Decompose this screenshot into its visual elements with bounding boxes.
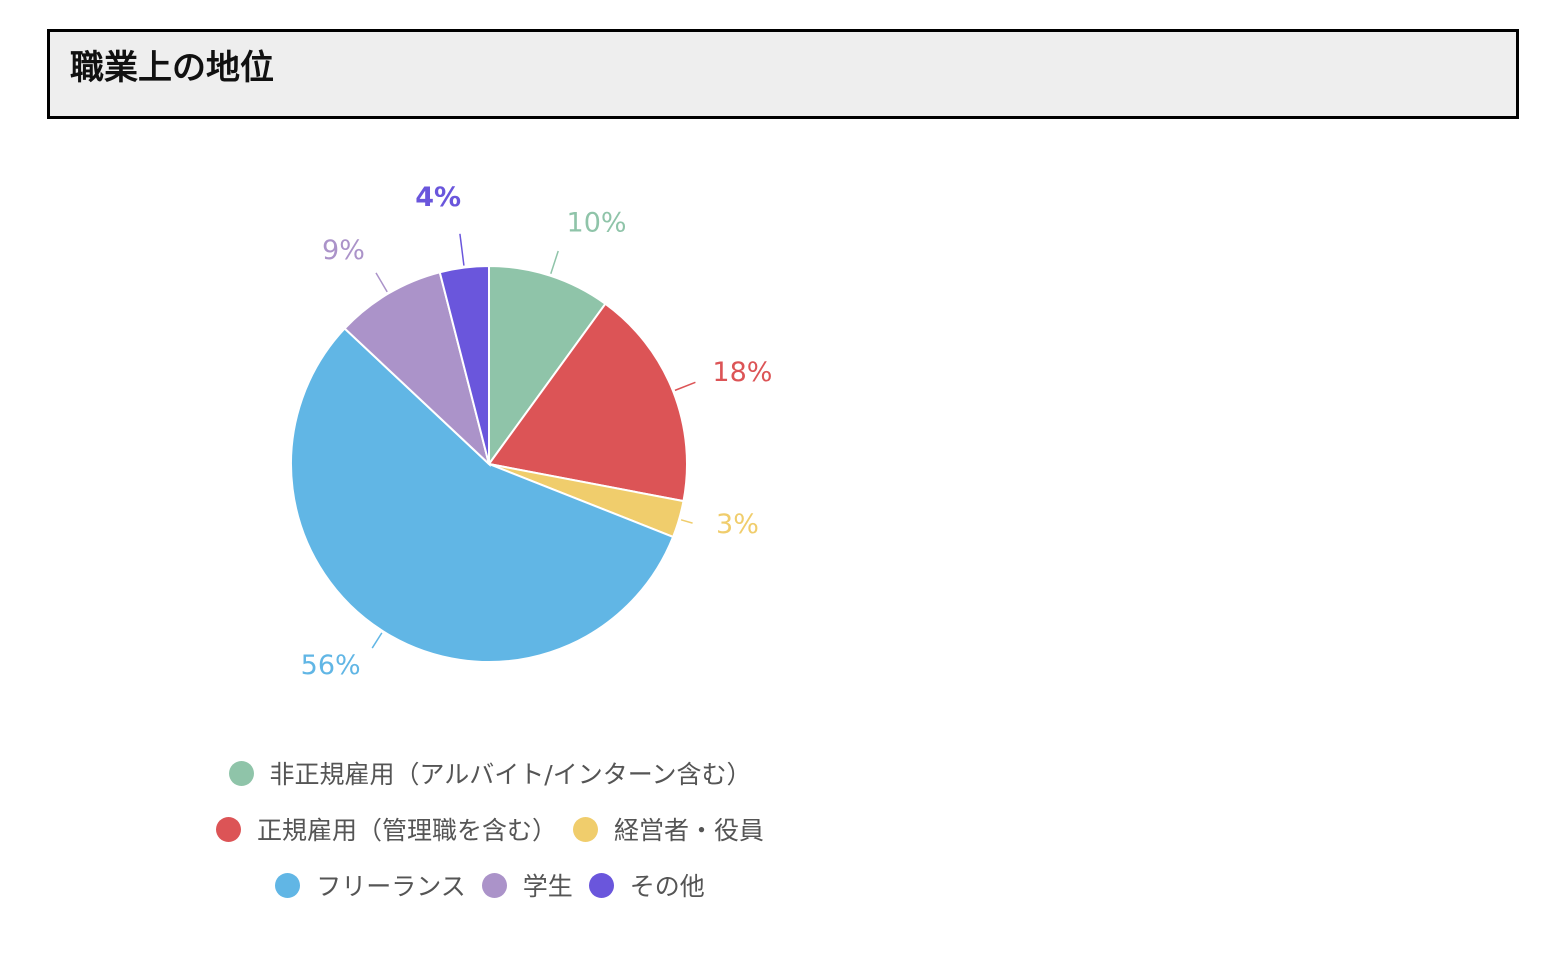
- leader-line: [550, 250, 559, 275]
- legend-dot-icon: [588, 872, 614, 898]
- leader-line: [674, 381, 696, 392]
- legend-item[interactable]: 学生: [481, 867, 573, 903]
- slice-percent-label: 56%: [301, 650, 361, 681]
- legend-label: 非正規雇用（アルバイト/インターン含む）: [269, 760, 752, 789]
- leader-line: [371, 632, 383, 649]
- legend-item[interactable]: その他: [588, 867, 705, 903]
- legend-item[interactable]: 正規雇用（管理職を含む）: [215, 811, 557, 847]
- slice-student[interactable]: [343, 271, 491, 468]
- leader-line: [680, 519, 693, 524]
- leader-line: [459, 233, 465, 266]
- section-title: 職業上の地位: [70, 48, 274, 88]
- slice-freelance[interactable]: [290, 327, 675, 663]
- legend-label: その他: [629, 872, 705, 901]
- legend-dot-icon: [481, 872, 507, 898]
- legend-row: フリーランス 学生 その他: [180, 857, 800, 913]
- legend-label: 経営者・役員: [614, 816, 765, 845]
- slice-percent-label: 18%: [712, 357, 772, 388]
- leader-line: [375, 272, 388, 293]
- section-header: 職業上の地位: [47, 29, 1519, 119]
- legend-item[interactable]: 経営者・役員: [573, 811, 764, 847]
- legend-item[interactable]: フリーランス: [275, 867, 466, 903]
- slice-other[interactable]: [438, 264, 490, 465]
- legend-dot-icon: [215, 816, 241, 842]
- legend-dot-icon: [228, 760, 254, 786]
- legend-label: 正規雇用（管理職を含む）: [256, 816, 557, 845]
- slice-percent-label: 3%: [716, 509, 759, 540]
- legend-row: 非正規雇用（アルバイト/インターン含む）: [180, 745, 800, 801]
- pie-chart: 10% 18% 3% 56% 9% 4%: [290, 182, 772, 681]
- legend-item[interactable]: 非正規雇用（アルバイト/インターン含む）: [228, 755, 752, 791]
- slice-part-time[interactable]: [488, 264, 607, 468]
- legend-label: フリーランス: [316, 872, 466, 901]
- slice-percent-label: 9%: [322, 235, 365, 266]
- slice-percent-label: 10%: [567, 208, 627, 239]
- legend-dot-icon: [275, 872, 301, 898]
- legend-dot-icon: [573, 816, 598, 842]
- legend-label: 学生: [522, 872, 573, 901]
- slice-full-time[interactable]: [487, 302, 688, 503]
- slice-percent-label: 4%: [415, 182, 461, 213]
- legend-row: 正規雇用（管理職を含む） 経営者・役員: [180, 801, 800, 857]
- chart-legend: 非正規雇用（アルバイト/インターン含む） 正規雇用（管理職を含む） 経営者・役員フリ…: [180, 745, 800, 913]
